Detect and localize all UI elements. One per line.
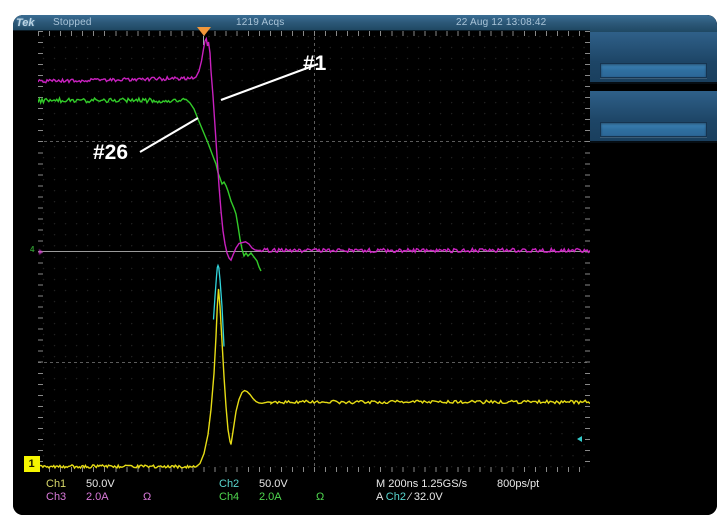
svg-text:#1: #1 [303,52,327,75]
svg-text:#26: #26 [93,141,128,164]
